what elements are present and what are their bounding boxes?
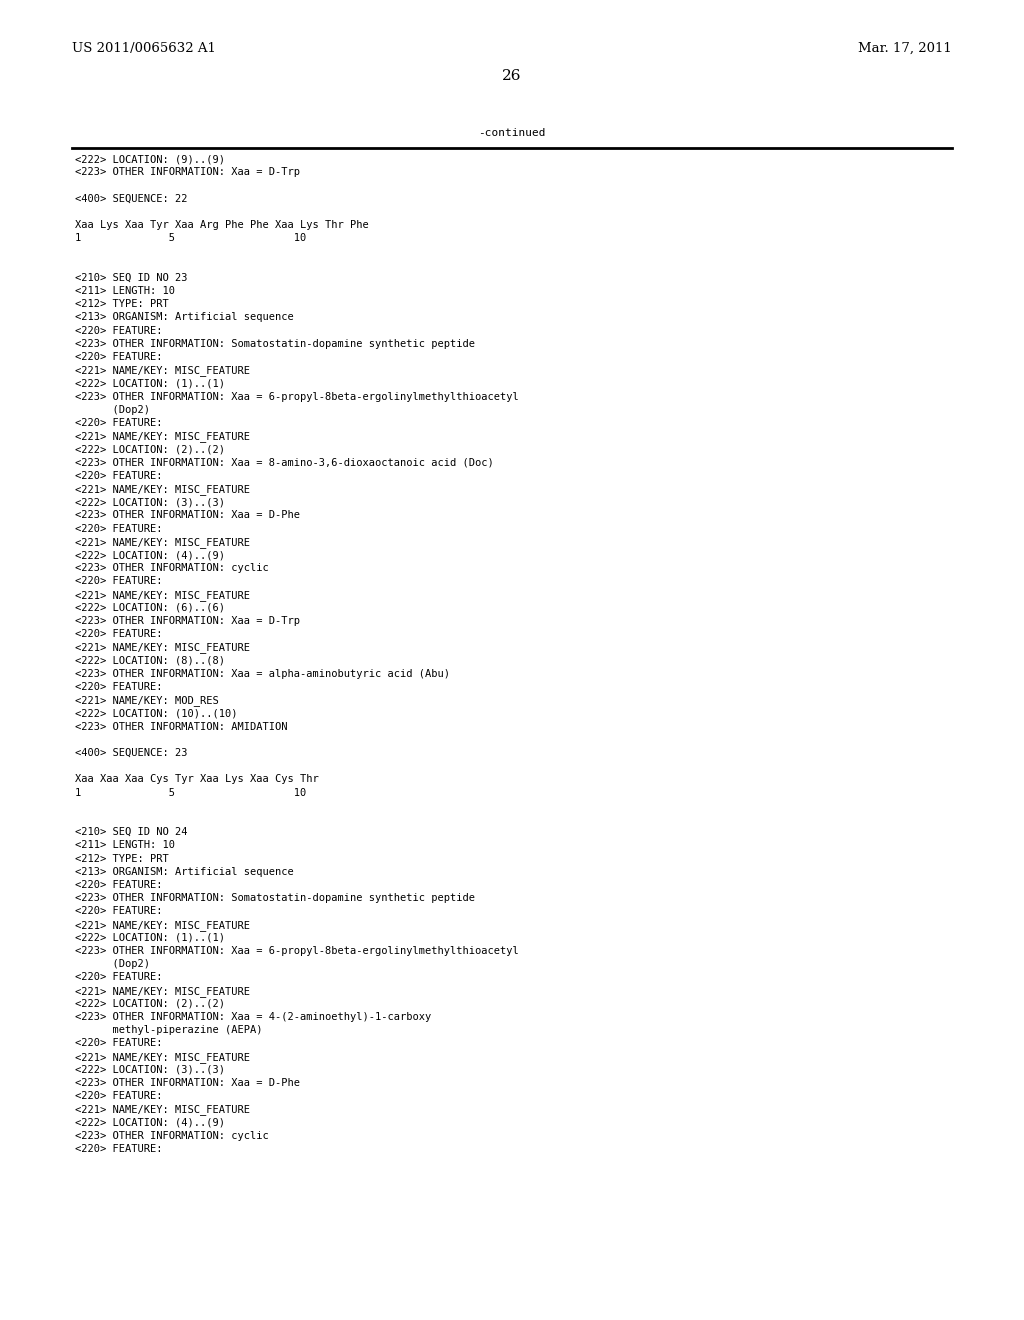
Text: <223> OTHER INFORMATION: Somatostatin-dopamine synthetic peptide: <223> OTHER INFORMATION: Somatostatin-do… — [75, 894, 475, 903]
Text: <212> TYPE: PRT: <212> TYPE: PRT — [75, 300, 169, 309]
Text: <223> OTHER INFORMATION: Xaa = 6-propyl-8beta-ergolinylmethylthioacetyl: <223> OTHER INFORMATION: Xaa = 6-propyl-… — [75, 392, 519, 401]
Text: <223> OTHER INFORMATION: Xaa = alpha-aminobutyric acid (Abu): <223> OTHER INFORMATION: Xaa = alpha-ami… — [75, 669, 450, 678]
Text: -continued: -continued — [478, 128, 546, 139]
Text: <221> NAME/KEY: MISC_FEATURE: <221> NAME/KEY: MISC_FEATURE — [75, 643, 250, 653]
Text: <220> FEATURE:: <220> FEATURE: — [75, 326, 163, 335]
Text: <220> FEATURE:: <220> FEATURE: — [75, 682, 163, 692]
Text: <221> NAME/KEY: MISC_FEATURE: <221> NAME/KEY: MISC_FEATURE — [75, 1105, 250, 1115]
Text: (Dop2): (Dop2) — [75, 960, 150, 969]
Text: <400> SEQUENCE: 23: <400> SEQUENCE: 23 — [75, 748, 187, 758]
Text: <223> OTHER INFORMATION: Xaa = 6-propyl-8beta-ergolinylmethylthioacetyl: <223> OTHER INFORMATION: Xaa = 6-propyl-… — [75, 946, 519, 956]
Text: <220> FEATURE:: <220> FEATURE: — [75, 1039, 163, 1048]
Text: <222> LOCATION: (3)..(3): <222> LOCATION: (3)..(3) — [75, 498, 225, 507]
Text: <223> OTHER INFORMATION: Somatostatin-dopamine synthetic peptide: <223> OTHER INFORMATION: Somatostatin-do… — [75, 339, 475, 348]
Text: <222> LOCATION: (3)..(3): <222> LOCATION: (3)..(3) — [75, 1065, 225, 1074]
Text: <211> LENGTH: 10: <211> LENGTH: 10 — [75, 841, 175, 850]
Text: US 2011/0065632 A1: US 2011/0065632 A1 — [72, 42, 216, 55]
Text: <223> OTHER INFORMATION: Xaa = D-Phe: <223> OTHER INFORMATION: Xaa = D-Phe — [75, 1078, 300, 1088]
Text: <222> LOCATION: (1)..(1): <222> LOCATION: (1)..(1) — [75, 379, 225, 388]
Text: <220> FEATURE:: <220> FEATURE: — [75, 352, 163, 362]
Text: Xaa Xaa Xaa Cys Tyr Xaa Lys Xaa Cys Thr: Xaa Xaa Xaa Cys Tyr Xaa Lys Xaa Cys Thr — [75, 775, 318, 784]
Text: <222> LOCATION: (4)..(9): <222> LOCATION: (4)..(9) — [75, 1118, 225, 1127]
Text: <223> OTHER INFORMATION: Xaa = D-Phe: <223> OTHER INFORMATION: Xaa = D-Phe — [75, 511, 300, 520]
Text: 1              5                   10: 1 5 10 — [75, 788, 306, 797]
Text: <223> OTHER INFORMATION: Xaa = D-Trp: <223> OTHER INFORMATION: Xaa = D-Trp — [75, 168, 300, 177]
Text: <222> LOCATION: (4)..(9): <222> LOCATION: (4)..(9) — [75, 550, 225, 560]
Text: <220> FEATURE:: <220> FEATURE: — [75, 1092, 163, 1101]
Text: <210> SEQ ID NO 23: <210> SEQ ID NO 23 — [75, 273, 187, 282]
Text: <220> FEATURE:: <220> FEATURE: — [75, 524, 163, 533]
Text: <222> LOCATION: (1)..(1): <222> LOCATION: (1)..(1) — [75, 933, 225, 942]
Text: <220> FEATURE:: <220> FEATURE: — [75, 880, 163, 890]
Text: <223> OTHER INFORMATION: Xaa = 4-(2-aminoethyl)-1-carboxy: <223> OTHER INFORMATION: Xaa = 4-(2-amin… — [75, 1012, 431, 1022]
Text: <220> FEATURE:: <220> FEATURE: — [75, 418, 163, 428]
Text: <221> NAME/KEY: MISC_FEATURE: <221> NAME/KEY: MISC_FEATURE — [75, 986, 250, 997]
Text: <221> NAME/KEY: MISC_FEATURE: <221> NAME/KEY: MISC_FEATURE — [75, 366, 250, 376]
Text: <221> NAME/KEY: MISC_FEATURE: <221> NAME/KEY: MISC_FEATURE — [75, 590, 250, 601]
Text: Mar. 17, 2011: Mar. 17, 2011 — [858, 42, 952, 55]
Text: <222> LOCATION: (9)..(9): <222> LOCATION: (9)..(9) — [75, 154, 225, 164]
Text: <210> SEQ ID NO 24: <210> SEQ ID NO 24 — [75, 828, 187, 837]
Text: <221> NAME/KEY: MOD_RES: <221> NAME/KEY: MOD_RES — [75, 696, 219, 706]
Text: <212> TYPE: PRT: <212> TYPE: PRT — [75, 854, 169, 863]
Text: <221> NAME/KEY: MISC_FEATURE: <221> NAME/KEY: MISC_FEATURE — [75, 920, 250, 931]
Text: <222> LOCATION: (10)..(10): <222> LOCATION: (10)..(10) — [75, 709, 238, 718]
Text: <211> LENGTH: 10: <211> LENGTH: 10 — [75, 286, 175, 296]
Text: <223> OTHER INFORMATION: Xaa = 8-amino-3,6-dioxaoctanoic acid (Doc): <223> OTHER INFORMATION: Xaa = 8-amino-3… — [75, 458, 494, 467]
Text: <223> OTHER INFORMATION: cyclic: <223> OTHER INFORMATION: cyclic — [75, 564, 268, 573]
Text: <221> NAME/KEY: MISC_FEATURE: <221> NAME/KEY: MISC_FEATURE — [75, 1052, 250, 1063]
Text: <220> FEATURE:: <220> FEATURE: — [75, 973, 163, 982]
Text: <400> SEQUENCE: 22: <400> SEQUENCE: 22 — [75, 194, 187, 203]
Text: <221> NAME/KEY: MISC_FEATURE: <221> NAME/KEY: MISC_FEATURE — [75, 484, 250, 495]
Text: <220> FEATURE:: <220> FEATURE: — [75, 630, 163, 639]
Text: <222> LOCATION: (2)..(2): <222> LOCATION: (2)..(2) — [75, 999, 225, 1008]
Text: Xaa Lys Xaa Tyr Xaa Arg Phe Phe Xaa Lys Thr Phe: Xaa Lys Xaa Tyr Xaa Arg Phe Phe Xaa Lys … — [75, 220, 369, 230]
Text: <221> NAME/KEY: MISC_FEATURE: <221> NAME/KEY: MISC_FEATURE — [75, 537, 250, 548]
Text: <223> OTHER INFORMATION: Xaa = D-Trp: <223> OTHER INFORMATION: Xaa = D-Trp — [75, 616, 300, 626]
Text: <220> FEATURE:: <220> FEATURE: — [75, 577, 163, 586]
Text: 1              5                   10: 1 5 10 — [75, 234, 306, 243]
Text: <222> LOCATION: (6)..(6): <222> LOCATION: (6)..(6) — [75, 603, 225, 612]
Text: methyl-piperazine (AEPA): methyl-piperazine (AEPA) — [75, 1026, 262, 1035]
Text: <213> ORGANISM: Artificial sequence: <213> ORGANISM: Artificial sequence — [75, 867, 294, 876]
Text: <222> LOCATION: (8)..(8): <222> LOCATION: (8)..(8) — [75, 656, 225, 665]
Text: <221> NAME/KEY: MISC_FEATURE: <221> NAME/KEY: MISC_FEATURE — [75, 432, 250, 442]
Text: <213> ORGANISM: Artificial sequence: <213> ORGANISM: Artificial sequence — [75, 313, 294, 322]
Text: <220> FEATURE:: <220> FEATURE: — [75, 907, 163, 916]
Text: <220> FEATURE:: <220> FEATURE: — [75, 471, 163, 480]
Text: <223> OTHER INFORMATION: cyclic: <223> OTHER INFORMATION: cyclic — [75, 1131, 268, 1140]
Text: 26: 26 — [502, 69, 522, 83]
Text: <223> OTHER INFORMATION: AMIDATION: <223> OTHER INFORMATION: AMIDATION — [75, 722, 288, 731]
Text: <220> FEATURE:: <220> FEATURE: — [75, 1144, 163, 1154]
Text: <222> LOCATION: (2)..(2): <222> LOCATION: (2)..(2) — [75, 445, 225, 454]
Text: (Dop2): (Dop2) — [75, 405, 150, 414]
